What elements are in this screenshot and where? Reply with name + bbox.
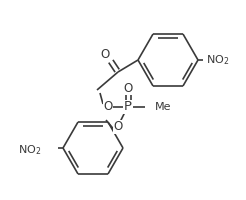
Text: O: O [113,120,123,134]
Text: NO$_2$: NO$_2$ [206,53,230,67]
Text: O: O [100,48,110,62]
Text: O: O [123,82,133,95]
Text: Me: Me [155,102,171,112]
Text: NO$_2$: NO$_2$ [18,143,41,157]
Text: P: P [124,100,132,114]
Text: O: O [103,100,113,114]
